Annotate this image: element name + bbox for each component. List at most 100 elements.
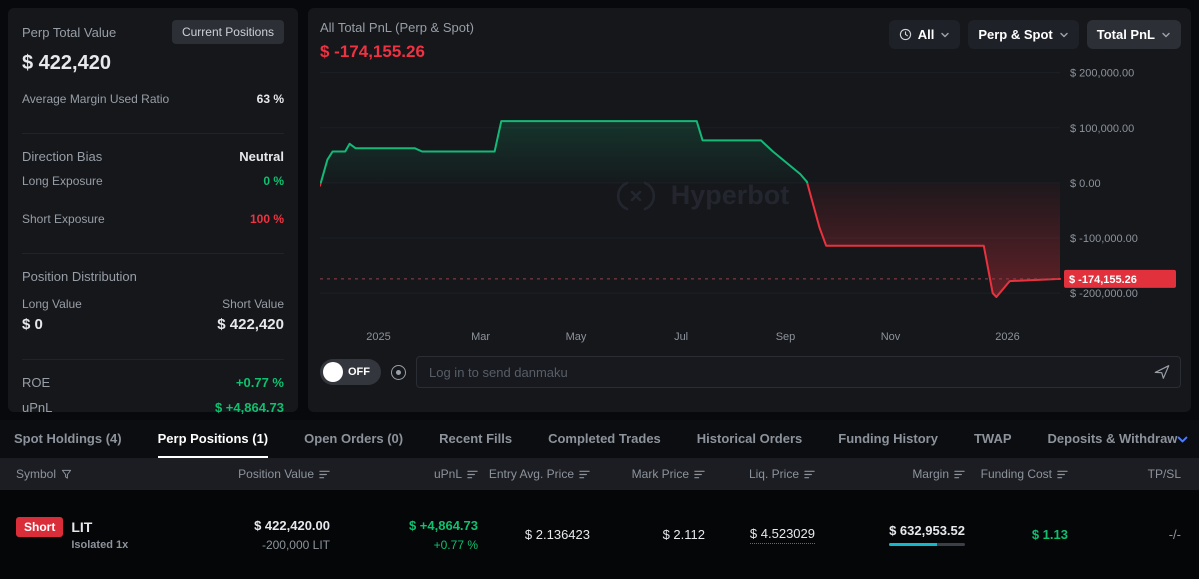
column-label: Liq. Price	[748, 467, 799, 481]
tab-completed-trades[interactable]: Completed Trades	[548, 430, 661, 446]
pnl-chart[interactable]: $ 200,000.00 $ 100,000.00 $ 0.00 $ -100,000…	[320, 66, 1181, 348]
column-liq-price[interactable]: Liq. Price	[705, 458, 815, 490]
tab-spot-holdings[interactable]: Spot Holdings (4)	[14, 430, 122, 446]
send-icon[interactable]	[1153, 363, 1171, 381]
position-value-cell: $ 422,420.00 -200,000 LIT	[200, 490, 330, 579]
symbol-cell: Short LIT Isolated 1x	[0, 490, 200, 579]
danmaku-bar: OFF	[320, 356, 1181, 388]
perp-total-value-label: Perp Total Value	[22, 24, 117, 40]
liq-price[interactable]: $ 4.523029	[749, 526, 815, 544]
long-exposure-value: 0 %	[263, 174, 284, 188]
tabs-overflow-chevron-icon[interactable]	[1176, 433, 1189, 446]
column-tpsl: TP/SL	[1068, 458, 1199, 490]
column-label: TP/SL	[1147, 467, 1181, 481]
sort-icon	[694, 469, 705, 480]
danmaku-input[interactable]	[416, 356, 1181, 388]
column-mark-price[interactable]: Mark Price	[590, 458, 705, 490]
svg-text:Jul: Jul	[674, 331, 688, 343]
long-exposure-label: Long Exposure	[22, 174, 103, 188]
entry-price: $ 2.136423	[524, 527, 590, 542]
sort-icon	[467, 469, 478, 480]
position-size: -200,000 LIT	[261, 537, 330, 552]
mark-price-cell: $ 2.112	[590, 490, 705, 579]
chevron-down-icon	[940, 30, 950, 40]
svg-text:$ -174,155.26: $ -174,155.26	[1069, 274, 1137, 286]
symbol: LIT	[71, 518, 93, 535]
column-label: Position Value	[238, 467, 314, 481]
sort-icon	[1057, 469, 1068, 480]
svg-text:$ 100,000.00: $ 100,000.00	[1070, 123, 1134, 135]
short-exposure-label: Short Exposure	[22, 212, 105, 226]
direction-bias-value: Neutral	[239, 149, 284, 164]
toggle-label: OFF	[348, 366, 370, 378]
current-positions-button[interactable]: Current Positions	[171, 20, 284, 44]
svg-text:May: May	[566, 331, 587, 343]
svg-text:Mar: Mar	[471, 331, 490, 343]
chevron-down-icon	[1059, 30, 1069, 40]
scope-dropdown[interactable]: Perp & Spot	[968, 20, 1079, 49]
upnl-value: $ +4,864.73	[214, 400, 284, 415]
svg-text:Sep: Sep	[776, 331, 796, 343]
clock-icon	[899, 28, 912, 41]
svg-text:2025: 2025	[366, 331, 390, 343]
dashboard-top: Perp Total Value Current Positions $ 422…	[8, 8, 1191, 415]
time-range-dropdown[interactable]: All	[888, 20, 961, 49]
time-range-value: All	[917, 27, 935, 42]
tpsl-value: -/-	[1168, 527, 1181, 542]
margin-usage-bar	[889, 543, 965, 546]
danmaku-toggle[interactable]: OFF	[320, 359, 381, 385]
column-funding-cost[interactable]: Funding Cost	[965, 458, 1068, 490]
table-row[interactable]: Short LIT Isolated 1x $ 422,420.00 -200,…	[0, 490, 1199, 579]
upnl-cell: $ +4,864.73 +0.77 %	[330, 490, 478, 579]
tab-funding-history[interactable]: Funding History	[838, 430, 938, 446]
margin-cell: $ 632,953.52	[815, 490, 965, 579]
metric-value: Total PnL	[1096, 27, 1155, 42]
svg-text:Nov: Nov	[881, 331, 901, 343]
column-upnl[interactable]: uPnL	[330, 458, 478, 490]
tpsl-cell: -/-	[1068, 490, 1199, 579]
column-label: Symbol	[16, 467, 57, 481]
toggle-knob-icon	[323, 362, 343, 382]
danmaku-settings-icon[interactable]	[391, 364, 406, 380]
svg-text:$ -200,000.00: $ -200,000.00	[1070, 288, 1138, 300]
perp-summary-panel: Perp Total Value Current Positions $ 422…	[8, 8, 298, 415]
column-position-value[interactable]: Position Value	[200, 458, 330, 490]
column-symbol[interactable]: Symbol	[0, 458, 200, 490]
liq-price-cell: $ 4.523029	[705, 490, 815, 579]
upnl-value: $ +4,864.73	[408, 517, 478, 533]
sort-icon	[954, 469, 965, 480]
position-value: $ 422,420.00	[254, 517, 330, 533]
tab-open-orders[interactable]: Open Orders (0)	[304, 430, 404, 446]
avg-margin-value: 63 %	[256, 92, 284, 106]
long-value: $ 0	[22, 316, 43, 333]
entry-price-cell: $ 2.136423	[478, 490, 590, 579]
tab-deposits-withdrawals[interactable]: Deposits & Withdraw	[1047, 430, 1178, 446]
tab-recent-fills[interactable]: Recent Fills	[439, 430, 513, 446]
funding-cost: $ 1.13	[1031, 527, 1068, 542]
svg-text:$ 200,000.00: $ 200,000.00	[1070, 68, 1134, 80]
tab-twap[interactable]: TWAP	[973, 430, 1012, 446]
side-badge: Short	[16, 516, 64, 537]
metric-dropdown[interactable]: Total PnL	[1086, 20, 1181, 49]
short-value-label: Short Value	[222, 297, 284, 311]
direction-bias-label: Direction Bias	[22, 149, 103, 164]
column-label: Entry Avg. Price	[488, 467, 574, 481]
column-label: uPnL	[433, 467, 462, 481]
positions-section: Spot Holdings (4) Perp Positions (1) Ope…	[0, 420, 1199, 579]
margin-usage-bar-fill	[889, 543, 937, 546]
tab-historical-orders[interactable]: Historical Orders	[696, 430, 803, 446]
column-label: Margin	[912, 467, 949, 481]
svg-text:2026: 2026	[995, 331, 1019, 343]
tab-perp-positions[interactable]: Perp Positions (1)	[157, 420, 269, 458]
upnl-percent: +0.77 %	[433, 537, 478, 552]
filter-icon	[61, 469, 72, 480]
sort-icon	[319, 469, 330, 480]
chevron-down-icon	[1161, 30, 1171, 40]
svg-text:$ -100,000.00: $ -100,000.00	[1070, 233, 1138, 245]
divider	[22, 359, 284, 360]
roe-label: ROE	[22, 375, 51, 390]
chart-title: All Total PnL (Perp & Spot)	[320, 20, 474, 35]
scope-value: Perp & Spot	[978, 27, 1053, 42]
column-entry-avg-price[interactable]: Entry Avg. Price	[478, 458, 590, 490]
column-margin[interactable]: Margin	[815, 458, 965, 490]
